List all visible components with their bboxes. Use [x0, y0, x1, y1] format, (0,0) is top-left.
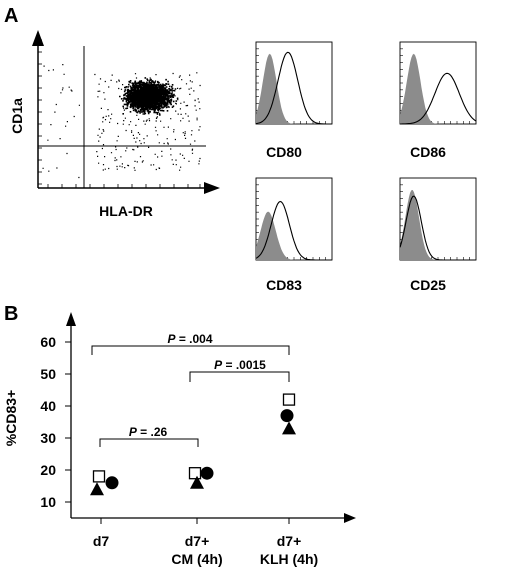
y-tick-label: 50: [40, 366, 56, 382]
x-category-label: d7: [93, 533, 110, 549]
significance-bracket: P = .0015: [189, 358, 290, 382]
panel-b-label: B: [4, 303, 18, 325]
p-number: = .0015: [222, 358, 266, 372]
y-tick-label: 10: [40, 494, 56, 510]
cd83-chart: %CD83+ 60 50 40 30 20 10 d7 d7+ CM (4h) d7+ KLH (…: [3, 312, 356, 567]
scatter-y-arrow: [32, 30, 44, 46]
chart-y-ticks: 60 50 40 30 20 10: [40, 334, 71, 510]
panel-a-label: A: [4, 5, 18, 27]
p-value-label: P = .26: [129, 425, 168, 439]
scatter-dots: [42, 64, 201, 179]
p-value-label: P = .0015: [214, 358, 266, 372]
histogram-control-fill: [256, 53, 332, 124]
y-tick-label: 40: [40, 398, 56, 414]
scatter-x-label: HLA-DR: [99, 203, 153, 219]
x-category-sublabel: KLH (4h): [260, 551, 318, 567]
scatter-tick-marks: [38, 39, 201, 188]
flow-scatter-plot: HLA-DR CD1a: [9, 30, 220, 219]
histogram-label: CD86: [410, 144, 446, 160]
square-marker: [282, 393, 296, 406]
chart-x-categories: d7 d7+ CM (4h) d7+ KLH (4h): [93, 518, 318, 567]
significance-bracket: P = .004: [91, 332, 290, 355]
histogram-marker-line: [399, 195, 476, 261]
bracket-line: [99, 438, 199, 447]
histogram-2: CD86: [399, 41, 477, 160]
circle-marker: [200, 466, 214, 480]
histogram-4: CD25: [399, 177, 477, 293]
x-category-sublabel: CM (4h): [171, 551, 222, 567]
histogram-3: CD83: [255, 177, 333, 293]
scatter-x-arrow: [204, 182, 220, 194]
triangle-marker: [190, 475, 204, 489]
square-marker: [92, 470, 106, 483]
scatter-y-label: CD1a: [9, 98, 25, 134]
histogram-group: CD80 CD86 CD83 CD25: [255, 41, 477, 293]
circle-marker: [105, 476, 119, 490]
p-number: = .26: [137, 425, 168, 439]
p-value-label: P = .004: [167, 332, 212, 346]
chart-y-arrow: [66, 312, 76, 326]
p-symbol: P: [214, 358, 223, 372]
significance-bracket: P = .26: [99, 425, 199, 447]
scatter-dot-cloud: [42, 64, 201, 179]
histogram-label: CD25: [410, 277, 446, 293]
circle-marker: [280, 409, 294, 423]
chart-x-arrow: [344, 513, 356, 523]
histogram-control-fill: [400, 53, 476, 124]
histogram-1: CD80: [255, 41, 333, 160]
data-markers: [90, 393, 296, 496]
p-symbol: P: [129, 425, 138, 439]
histogram-marker-line: [400, 72, 477, 125]
y-tick-label: 20: [40, 462, 56, 478]
y-tick-label: 60: [40, 334, 56, 350]
histogram-control-fill: [400, 190, 476, 260]
histogram-label: CD80: [266, 144, 302, 160]
histogram-marker-line: [255, 51, 332, 125]
p-number: = .004: [175, 332, 212, 346]
histogram-marker-line: [255, 200, 332, 261]
x-category-label: d7+: [277, 533, 302, 549]
x-category-label: d7+: [185, 533, 210, 549]
square-marker: [188, 467, 202, 480]
chart-y-label: %CD83+: [3, 390, 19, 446]
bracket-line: [91, 345, 290, 355]
y-tick-label: 30: [40, 430, 56, 446]
triangle-marker: [90, 482, 104, 496]
bracket-line: [189, 371, 290, 382]
histogram-label: CD83: [266, 277, 302, 293]
triangle-marker: [282, 421, 296, 435]
histogram-control-fill: [256, 211, 332, 260]
p-symbol: P: [167, 332, 176, 346]
